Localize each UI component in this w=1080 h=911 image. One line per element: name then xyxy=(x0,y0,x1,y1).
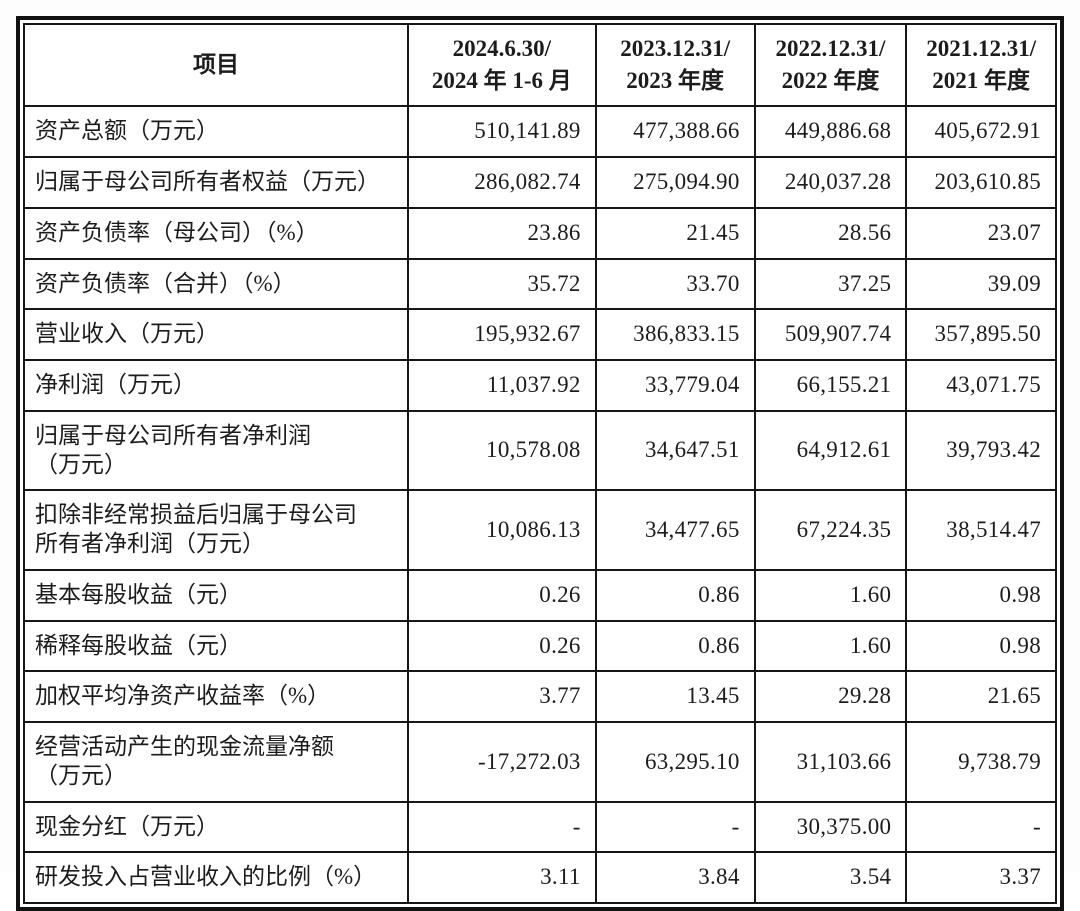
row-value-2021: 38,514.47 xyxy=(905,489,1057,571)
financial-summary-table: 项目 2024.6.30/ 2024 年 1-6 月 2023.12.31/ 2… xyxy=(23,22,1057,905)
row-value-2021: 357,895.50 xyxy=(905,308,1057,362)
row-value-2022: 28.56 xyxy=(753,206,908,260)
row-label: 净利润（万元） xyxy=(23,359,409,412)
row-value-2023: 33,779.04 xyxy=(594,359,756,412)
row-value-2022: 66,155.21 xyxy=(753,359,908,412)
table-row: 资产负债率（母公司）（%） 23.86 21.45 28.56 23.07 xyxy=(23,206,1057,260)
row-label: 基本每股收益（元） xyxy=(23,568,409,622)
row-value-2021: - xyxy=(905,800,1057,854)
row-value-2024: 10,578.08 xyxy=(406,409,597,492)
row-value-2023: 477,388.66 xyxy=(594,105,756,159)
row-label: 研发投入占营业收入的比例（%） xyxy=(23,851,409,905)
row-value-2024: 195,932.67 xyxy=(406,308,597,362)
row-label: 营业收入（万元） xyxy=(23,308,409,362)
row-value-2022: 29.28 xyxy=(753,670,908,724)
row-label: 经营活动产生的现金流量净额 （万元） xyxy=(23,721,409,803)
row-value-2024: 35.72 xyxy=(406,257,597,311)
row-value-2022: 3.54 xyxy=(753,851,908,905)
header-period-2023: 2023.12.31/ 2023 年度 xyxy=(594,22,756,108)
row-value-2022: 64,912.61 xyxy=(753,409,908,492)
table-row: 扣除非经常损益后归属于母公司 所有者净利润（万元） 10,086.13 34,4… xyxy=(23,489,1057,571)
row-value-2022: 509,907.74 xyxy=(753,308,908,362)
row-value-2024: 510,141.89 xyxy=(406,105,597,159)
row-value-2022: 31,103.66 xyxy=(753,721,908,803)
table-row: 现金分红（万元） - - 30,375.00 - xyxy=(23,800,1057,854)
header-row: 项目 2024.6.30/ 2024 年 1-6 月 2023.12.31/ 2… xyxy=(23,22,1057,108)
row-value-2021: 203,610.85 xyxy=(905,156,1057,209)
header-period-2022: 2022.12.31/ 2022 年度 xyxy=(753,22,908,108)
financial-table-frame: 项目 2024.6.30/ 2024 年 1-6 月 2023.12.31/ 2… xyxy=(16,16,1064,911)
row-value-2021: 23.07 xyxy=(905,206,1057,260)
row-value-2021: 3.37 xyxy=(905,851,1057,905)
row-value-2021: 0.98 xyxy=(905,568,1057,622)
row-value-2024: 3.11 xyxy=(406,851,597,905)
table-row: 基本每股收益（元） 0.26 0.86 1.60 0.98 xyxy=(23,568,1057,622)
row-value-2021: 39.09 xyxy=(905,257,1057,311)
row-value-2022: 30,375.00 xyxy=(753,800,908,854)
row-value-2024: 286,082.74 xyxy=(406,156,597,209)
row-value-2022: 1.60 xyxy=(753,619,908,673)
row-value-2023: 13.45 xyxy=(594,670,756,724)
table-row: 稀释每股收益（元） 0.26 0.86 1.60 0.98 xyxy=(23,619,1057,673)
row-value-2023: 34,647.51 xyxy=(594,409,756,492)
row-label: 扣除非经常损益后归属于母公司 所有者净利润（万元） xyxy=(23,489,409,571)
row-value-2023: 21.45 xyxy=(594,206,756,260)
row-value-2024: 0.26 xyxy=(406,568,597,622)
table-row: 经营活动产生的现金流量净额 （万元） -17,272.03 63,295.10 … xyxy=(23,721,1057,803)
header-period-2021: 2021.12.31/ 2021 年度 xyxy=(905,22,1057,108)
row-value-2023: 386,833.15 xyxy=(594,308,756,362)
row-value-2024: -17,272.03 xyxy=(406,721,597,803)
row-value-2022: 37.25 xyxy=(753,257,908,311)
header-item-label: 项目 xyxy=(23,22,409,108)
table-row: 资产总额（万元） 510,141.89 477,388.66 449,886.6… xyxy=(23,105,1057,159)
row-value-2021: 405,672.91 xyxy=(905,105,1057,159)
row-value-2022: 1.60 xyxy=(753,568,908,622)
row-value-2023: 33.70 xyxy=(594,257,756,311)
row-value-2023: 0.86 xyxy=(594,619,756,673)
row-value-2024: 3.77 xyxy=(406,670,597,724)
row-value-2021: 43,071.75 xyxy=(905,359,1057,412)
row-label: 资产总额（万元） xyxy=(23,105,409,159)
row-value-2024: - xyxy=(406,800,597,854)
row-value-2023: 275,094.90 xyxy=(594,156,756,209)
row-value-2023: 34,477.65 xyxy=(594,489,756,571)
row-value-2021: 39,793.42 xyxy=(905,409,1057,492)
row-value-2024: 23.86 xyxy=(406,206,597,260)
row-value-2022: 240,037.28 xyxy=(753,156,908,209)
row-label: 现金分红（万元） xyxy=(23,800,409,854)
row-label: 稀释每股收益（元） xyxy=(23,619,409,673)
row-value-2024: 11,037.92 xyxy=(406,359,597,412)
row-value-2022: 449,886.68 xyxy=(753,105,908,159)
row-label: 资产负债率（母公司）（%） xyxy=(23,206,409,260)
document-page: 项目 2024.6.30/ 2024 年 1-6 月 2023.12.31/ 2… xyxy=(16,16,1064,911)
table-row: 营业收入（万元） 195,932.67 386,833.15 509,907.7… xyxy=(23,308,1057,362)
row-label: 归属于母公司所有者权益（万元） xyxy=(23,156,409,209)
row-value-2024: 0.26 xyxy=(406,619,597,673)
table-row: 研发投入占营业收入的比例（%） 3.11 3.84 3.54 3.37 xyxy=(23,851,1057,905)
row-value-2023: 3.84 xyxy=(594,851,756,905)
row-value-2022: 67,224.35 xyxy=(753,489,908,571)
row-label: 归属于母公司所有者净利润 （万元） xyxy=(23,409,409,492)
table-row: 加权平均净资产收益率（%） 3.77 13.45 29.28 21.65 xyxy=(23,670,1057,724)
table-row: 资产负债率（合并）（%） 35.72 33.70 37.25 39.09 xyxy=(23,257,1057,311)
table-row: 归属于母公司所有者净利润 （万元） 10,578.08 34,647.51 64… xyxy=(23,409,1057,492)
row-label: 资产负债率（合并）（%） xyxy=(23,257,409,311)
row-value-2023: 0.86 xyxy=(594,568,756,622)
row-label: 加权平均净资产收益率（%） xyxy=(23,670,409,724)
header-period-2024: 2024.6.30/ 2024 年 1-6 月 xyxy=(406,22,597,108)
row-value-2023: - xyxy=(594,800,756,854)
table-row: 归属于母公司所有者权益（万元） 286,082.74 275,094.90 24… xyxy=(23,156,1057,209)
row-value-2021: 9,738.79 xyxy=(905,721,1057,803)
row-value-2024: 10,086.13 xyxy=(406,489,597,571)
row-value-2021: 0.98 xyxy=(905,619,1057,673)
table-row: 净利润（万元） 11,037.92 33,779.04 66,155.21 43… xyxy=(23,359,1057,412)
row-value-2021: 21.65 xyxy=(905,670,1057,724)
row-value-2023: 63,295.10 xyxy=(594,721,756,803)
